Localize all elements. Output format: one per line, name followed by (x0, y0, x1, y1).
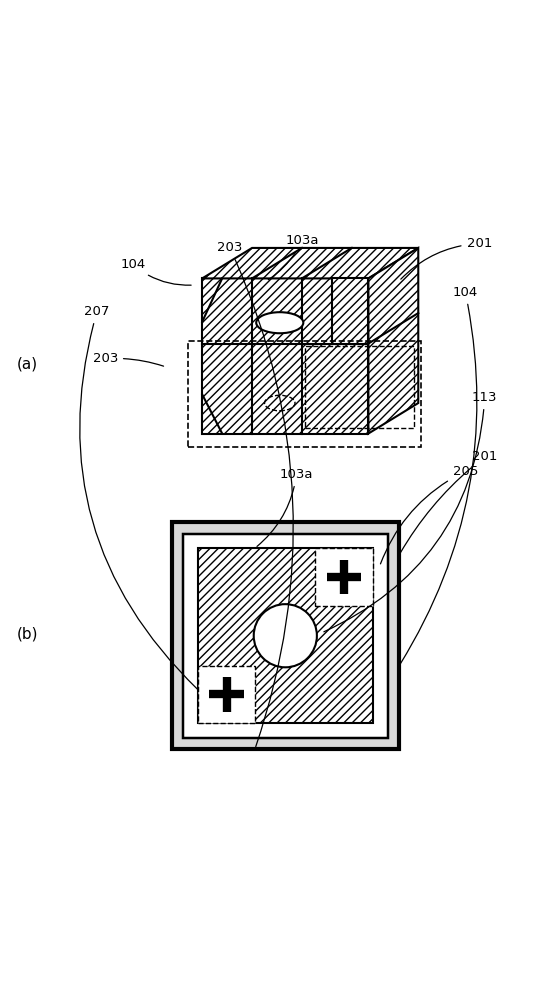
Bar (305, 346, 414, 428)
Polygon shape (202, 278, 368, 434)
Text: 104: 104 (120, 258, 191, 285)
Text: 103a: 103a (257, 468, 313, 546)
Text: 207: 207 (80, 305, 197, 689)
Ellipse shape (256, 312, 304, 333)
Text: 203: 203 (93, 352, 163, 366)
Bar (183, 534, 388, 738)
Text: (b): (b) (17, 627, 38, 642)
Bar (188, 341, 421, 447)
Text: 103a: 103a (268, 234, 319, 280)
Polygon shape (202, 248, 418, 278)
Text: 201: 201 (401, 237, 492, 279)
Circle shape (254, 604, 317, 667)
Text: 205: 205 (381, 465, 478, 564)
Text: 104: 104 (401, 286, 478, 664)
Polygon shape (332, 278, 368, 344)
Text: (a): (a) (17, 357, 38, 372)
Text: 113: 113 (324, 391, 497, 632)
Bar (198, 548, 373, 723)
Text: 203: 203 (217, 241, 293, 747)
Bar (198, 666, 255, 723)
Text: 201: 201 (401, 450, 497, 553)
Polygon shape (368, 248, 418, 434)
Bar (315, 548, 373, 606)
Bar (172, 522, 399, 749)
